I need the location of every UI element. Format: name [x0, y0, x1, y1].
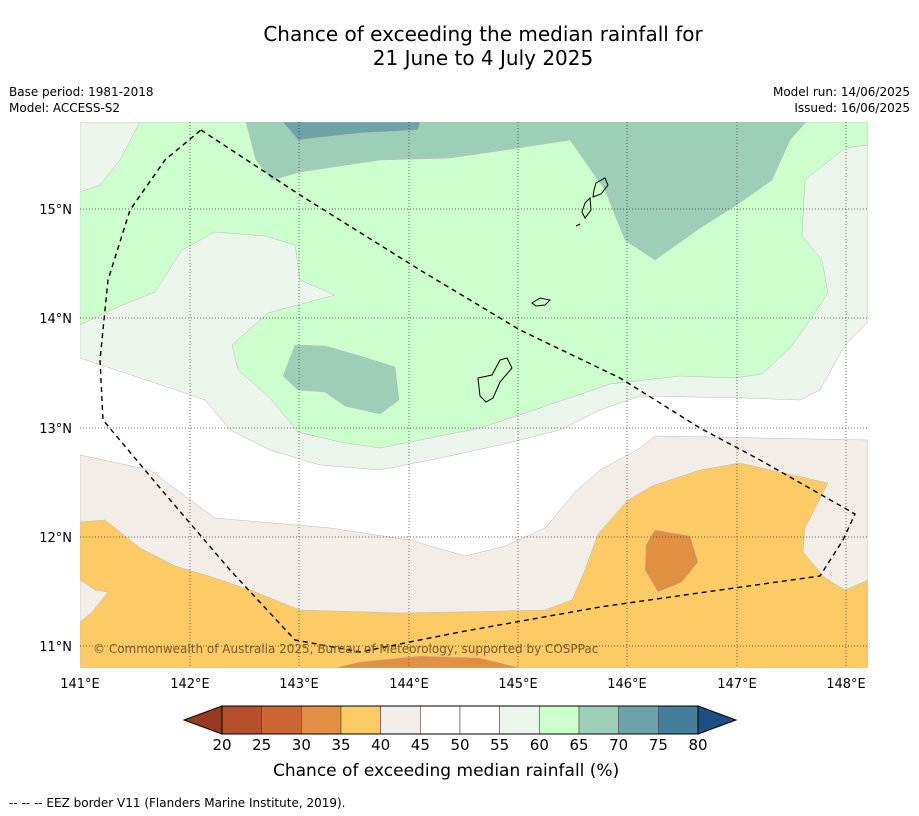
- island-guam: [477, 357, 513, 403]
- y-tick-label: 12°N: [39, 531, 72, 546]
- issued-date: Issued: 16/06/2025: [794, 101, 910, 115]
- title-line-2: 21 June to 4 July 2025: [372, 46, 594, 70]
- colorbar-swatch: [499, 705, 540, 735]
- meta-left: Base period: 1981-2018 Model: ACCESS-S2: [9, 84, 154, 116]
- x-tick-label: 146°E: [607, 677, 647, 692]
- colorbar-outline: [221, 705, 699, 735]
- base-period: Base period: 1981-2018: [9, 85, 154, 99]
- colorbar-tick-label: 45: [410, 736, 430, 754]
- colorbar-swatch: [261, 705, 302, 735]
- colorbar-tick-label: 35: [331, 736, 351, 754]
- title-line-1: Chance of exceeding the median rainfall …: [263, 22, 703, 46]
- x-tick-label: 143°E: [279, 677, 319, 692]
- colorbar-tick-label: 60: [529, 736, 549, 754]
- model-run: Model run: 14/06/2025: [772, 85, 910, 99]
- y-tick-label: 13°N: [39, 422, 72, 437]
- colorbar-tick-label: 55: [490, 736, 510, 754]
- x-tick-labels: 141°E 142°E 143°E 144°E 145°E 146°E 147°…: [60, 677, 866, 692]
- x-tick-label: 147°E: [717, 677, 757, 692]
- gridlines: [80, 122, 868, 668]
- colorbar-swatch: [658, 705, 699, 735]
- y-tick-label: 14°N: [39, 312, 72, 327]
- map-title: Chance of exceeding the median rainfall …: [0, 22, 919, 70]
- region-70-75: [282, 122, 421, 141]
- colorbar-swatch: [539, 705, 580, 735]
- region-30-35-east: [644, 529, 699, 593]
- region-65-70-north: [245, 122, 807, 261]
- colorbar-swatch: [340, 705, 381, 735]
- colorbar-under-arrow: [182, 705, 223, 735]
- colorbar-tick-label: 25: [252, 736, 272, 754]
- colorbar-swatch: [380, 705, 421, 735]
- colorbar-tick-label: 75: [648, 736, 668, 754]
- y-tick-labels: 15°N 14°N 13°N 12°N 11°N: [39, 203, 72, 655]
- colorbar-swatch: [301, 705, 342, 735]
- region-55-60-patch: [80, 122, 141, 193]
- colorbar-label: Chance of exceeding median rainfall (%): [273, 761, 620, 781]
- footnote: -- -- -- EEZ border V11 (Flanders Marine…: [9, 796, 346, 810]
- x-tick-label: 148°E: [826, 677, 866, 692]
- x-tick-label: 144°E: [389, 677, 429, 692]
- colorbar-swatch: [618, 705, 659, 735]
- colorbar-over-arrow: [697, 705, 738, 735]
- region-40-45-patch: [80, 579, 109, 623]
- copyright-text: © Commonwealth of Australia 2025, Bureau…: [93, 642, 598, 656]
- x-tick-label: 141°E: [60, 677, 100, 692]
- islands: [477, 177, 609, 403]
- colorbar-swatch: [420, 705, 461, 735]
- x-tick-label: 145°E: [498, 677, 538, 692]
- colorbar-swatch: [221, 705, 262, 735]
- colorbar-tick-label: 20: [212, 736, 232, 754]
- region-35-40: [80, 462, 868, 668]
- colorbar-tick-label: 50: [450, 736, 470, 754]
- map-plot-area: [80, 122, 868, 668]
- island-saipan: [592, 177, 609, 198]
- colorbar-tick-label: 70: [609, 736, 629, 754]
- colorbar-swatch: [578, 705, 619, 735]
- colorbar-tick-label: 40: [371, 736, 391, 754]
- colorbar-tick-label: 80: [688, 736, 708, 754]
- y-tick-label: 15°N: [39, 203, 72, 218]
- island-aguijan: [575, 223, 581, 227]
- island-rota: [531, 297, 552, 307]
- x-tick-label: 142°E: [170, 677, 210, 692]
- y-tick-label: 11°N: [39, 640, 72, 655]
- region-30-35-south: [334, 655, 521, 668]
- colorbar-tick-label: 65: [569, 736, 589, 754]
- eez-border: [99, 129, 856, 653]
- colorbar: [182, 705, 738, 735]
- island-tinian: [581, 196, 592, 219]
- meta-right: Model run: 14/06/2025 Issued: 16/06/2025: [773, 84, 910, 116]
- region-65-70-center: [282, 344, 400, 415]
- colorbar-swatch: [459, 705, 500, 735]
- colorbar-tick-label: 30: [291, 736, 311, 754]
- model-name: Model: ACCESS-S2: [9, 101, 121, 115]
